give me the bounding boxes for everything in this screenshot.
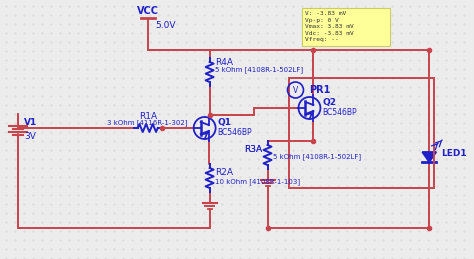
- Text: PR1: PR1: [310, 85, 331, 95]
- Text: V: -3.83 mV
Vp-p: 0 V
Vmax: 3.83 mV
Vdc: -3.83 mV
Vfreq: --: V: -3.83 mV Vp-p: 0 V Vmax: 3.83 mV Vdc:…: [305, 11, 354, 42]
- Bar: [302, 8, 390, 46]
- Text: VCC: VCC: [137, 6, 159, 16]
- Text: 3V: 3V: [24, 132, 36, 140]
- Text: 3 kOhm [4116R-1-302]: 3 kOhm [4116R-1-302]: [108, 120, 188, 126]
- Text: LED1: LED1: [441, 148, 467, 157]
- Text: 5.0V: 5.0V: [156, 20, 176, 30]
- Text: Q2: Q2: [322, 97, 337, 106]
- Text: BC546BP: BC546BP: [218, 127, 252, 136]
- Text: R2A: R2A: [215, 168, 233, 176]
- Text: 10 kOhm [4108R-1-103]: 10 kOhm [4108R-1-103]: [215, 179, 300, 185]
- Text: R3A: R3A: [245, 145, 263, 154]
- Bar: [290, 78, 434, 188]
- Text: 5 kOhm [4108R-1-502LF]: 5 kOhm [4108R-1-502LF]: [273, 154, 361, 160]
- Text: V: V: [293, 85, 298, 95]
- Text: 5 kOhm [4108R-1-502LF]: 5 kOhm [4108R-1-502LF]: [215, 67, 303, 73]
- Text: R3A: R3A: [245, 145, 263, 154]
- Text: V1: V1: [24, 118, 37, 126]
- Polygon shape: [422, 152, 436, 162]
- Text: R1A: R1A: [139, 112, 157, 120]
- Text: R4A: R4A: [215, 57, 233, 67]
- Text: Q1: Q1: [218, 118, 232, 126]
- Text: BC546BP: BC546BP: [322, 107, 357, 117]
